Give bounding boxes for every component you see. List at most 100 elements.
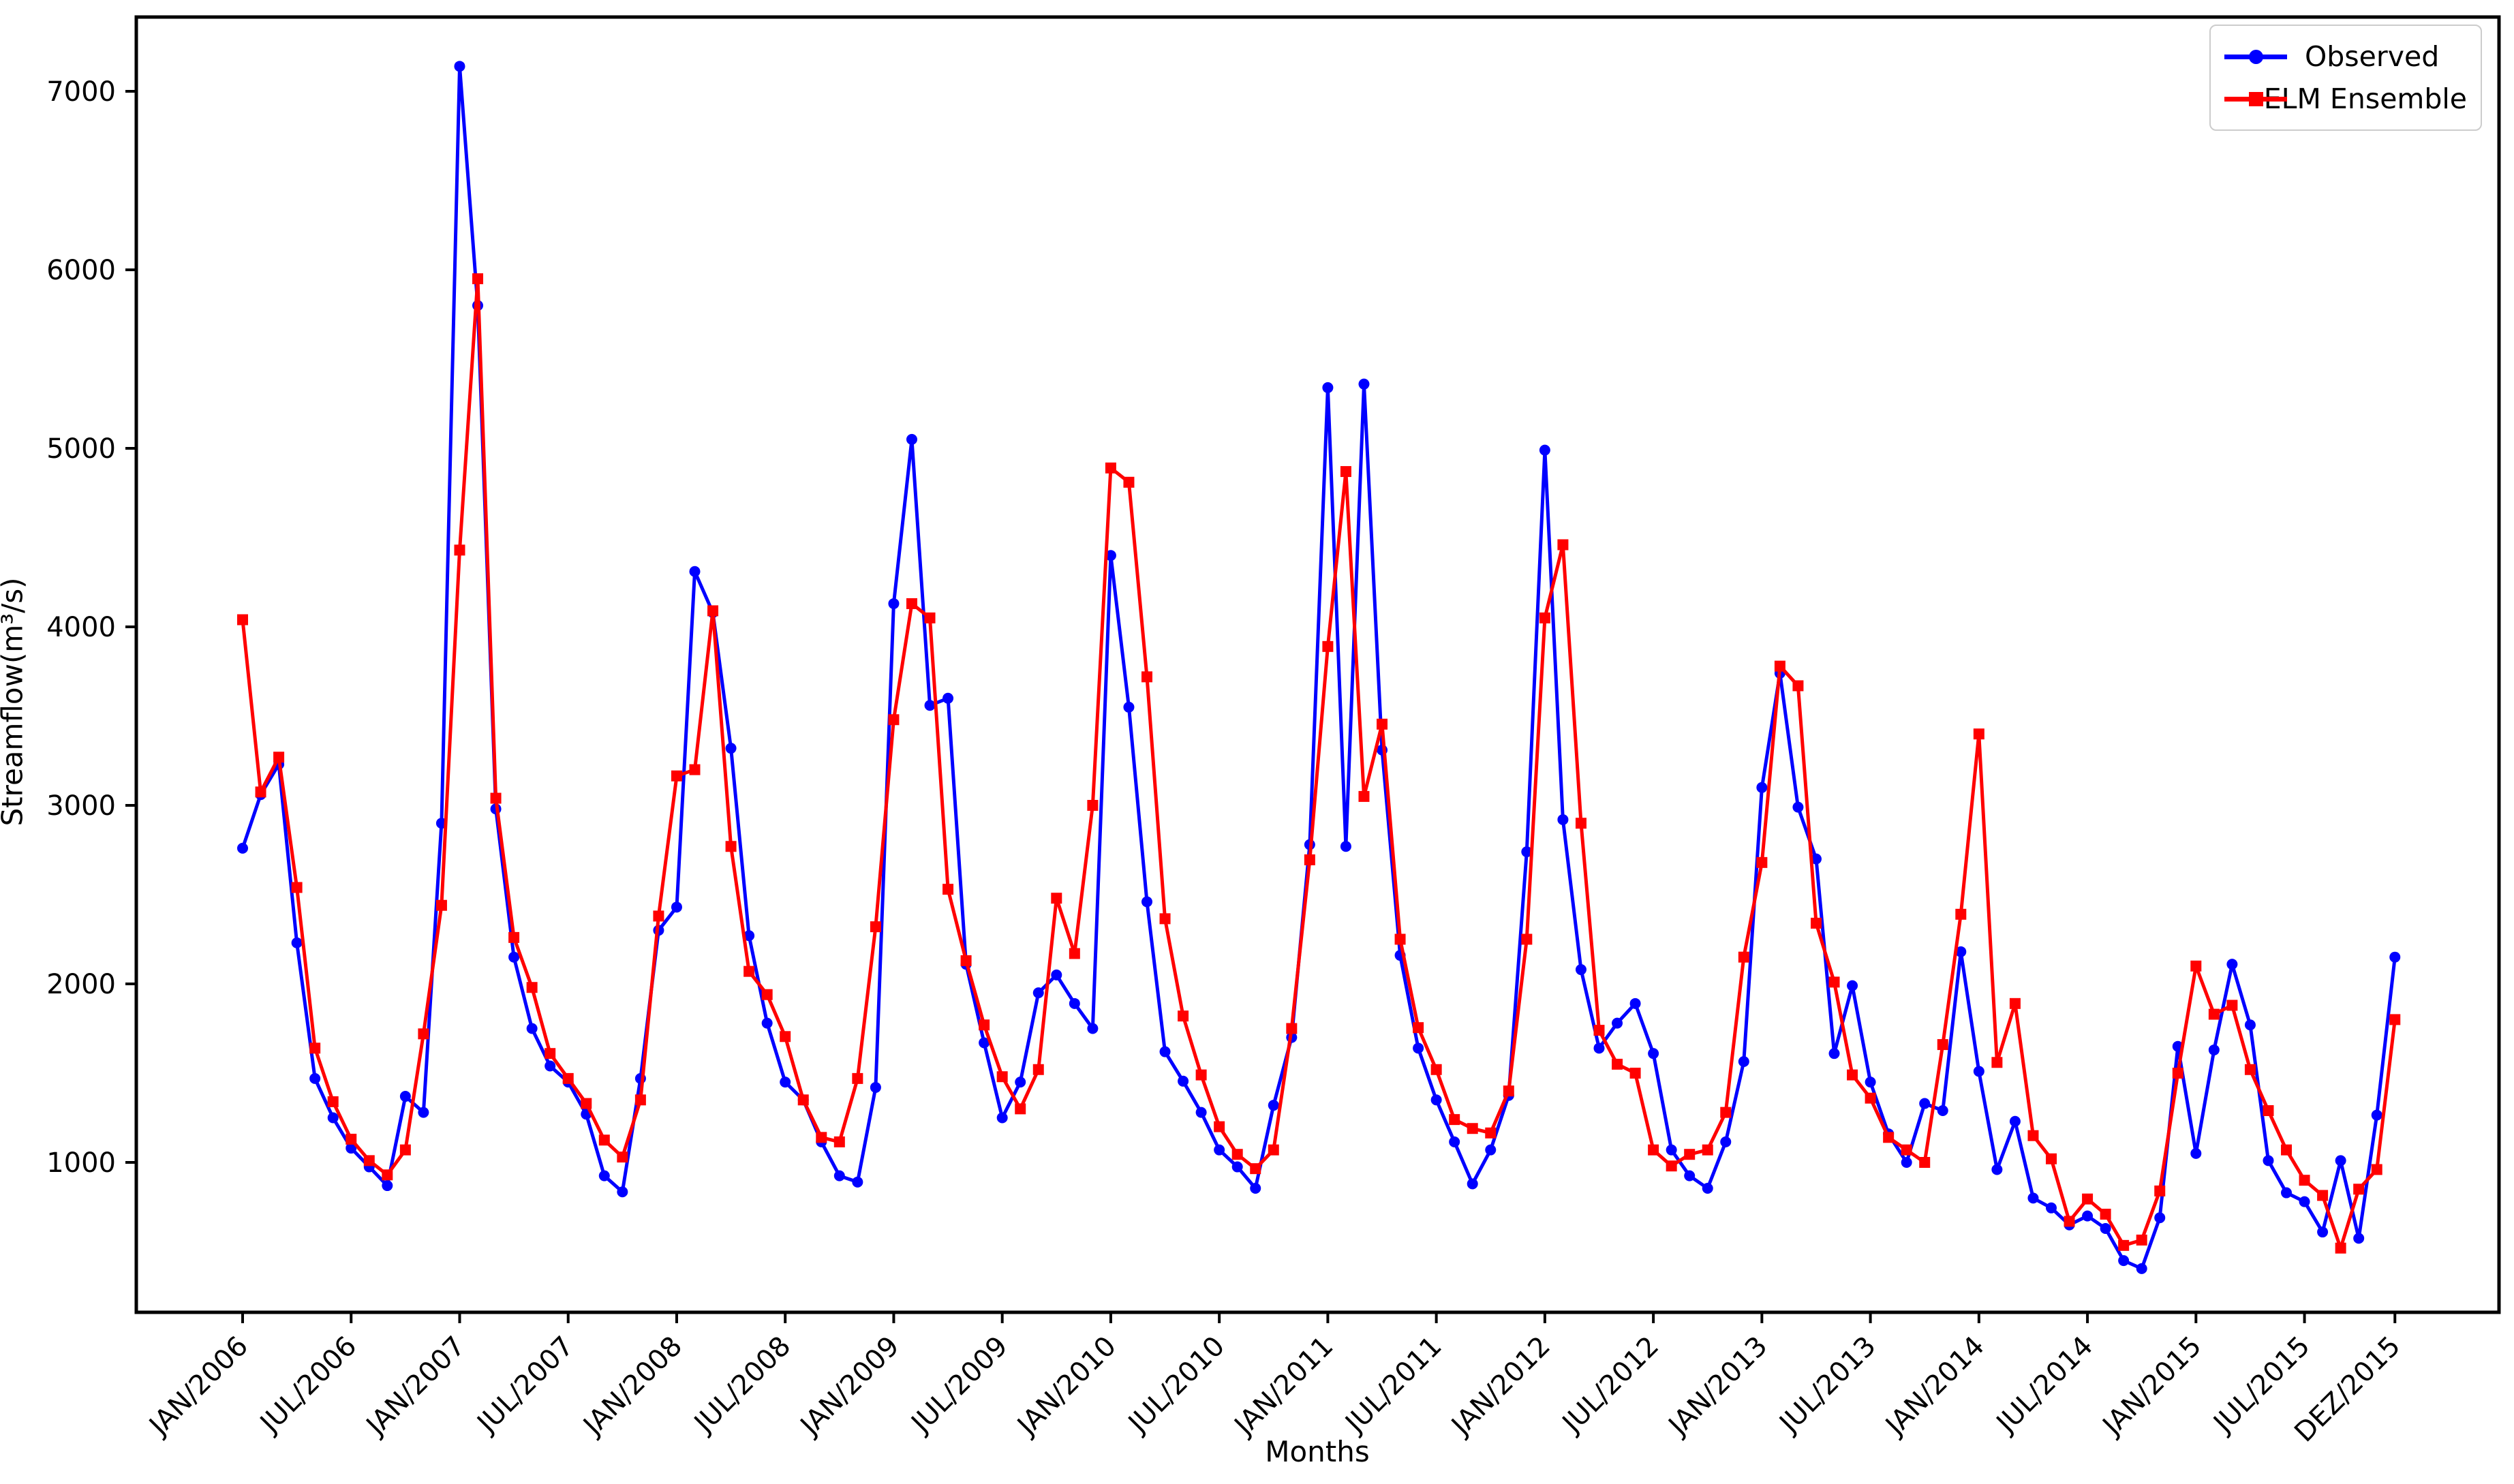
data-point-square — [273, 752, 285, 763]
data-point-square — [1268, 1144, 1279, 1156]
data-point-circle — [545, 1060, 556, 1072]
data-point-circle — [2353, 1233, 2365, 1244]
data-point-circle — [1322, 382, 1334, 393]
data-point-square — [598, 1134, 610, 1146]
data-point-circle — [1629, 998, 1641, 1009]
data-point-square — [1575, 818, 1586, 829]
x-tick-label: JAN/2015 — [2096, 1331, 2208, 1443]
data-point-square — [816, 1132, 827, 1143]
data-point-circle — [346, 1143, 357, 1154]
y-tick-label: 7000 — [46, 76, 116, 108]
data-point-circle — [598, 1170, 610, 1181]
data-point-circle — [1865, 1077, 1876, 1088]
data-point-square — [2389, 1014, 2401, 1025]
data-point-square — [1612, 1058, 1623, 1070]
data-point-circle — [2100, 1222, 2111, 1234]
data-point-square — [472, 273, 484, 285]
data-point-circle — [1231, 1161, 1243, 1173]
data-point-square — [852, 1072, 863, 1084]
data-point-circle — [1720, 1136, 1732, 1147]
data-point-square — [1593, 1025, 1605, 1036]
data-point-square — [1087, 800, 1099, 811]
data-point-circle — [1413, 1042, 1424, 1054]
legend-label-elm-ensemble: ELM Ensemble — [2263, 82, 2467, 115]
data-point-square — [1756, 856, 1768, 868]
plot-frame — [134, 15, 2501, 1314]
data-point-square — [1937, 1039, 1948, 1051]
data-point-square — [1105, 462, 1116, 474]
y-tick-label: 2000 — [46, 969, 116, 1000]
data-point-square — [906, 598, 917, 609]
data-point-square — [1702, 1144, 1713, 1156]
data-point-square — [1828, 976, 1840, 988]
data-point-circle — [761, 1017, 773, 1029]
data-point-circle — [2317, 1226, 2329, 1238]
data-point-square — [327, 1096, 339, 1107]
data-point-circle — [924, 700, 936, 711]
data-point-circle — [291, 937, 303, 948]
data-point-square — [2009, 998, 2021, 1009]
y-tick-label: 5000 — [46, 433, 116, 465]
data-point-square — [634, 1094, 646, 1106]
data-point-circle — [906, 433, 917, 445]
data-point-square — [2136, 1234, 2147, 1246]
data-point-square — [2371, 1164, 2382, 1175]
data-point-circle — [1521, 846, 1533, 858]
data-point-circle — [237, 842, 248, 854]
data-point-circle — [1648, 1048, 1659, 1060]
y-axis-title: Streamflow(m³/s) — [0, 577, 29, 826]
x-tick-label: JUL/2008 — [687, 1331, 797, 1440]
data-point-square — [1051, 893, 1062, 904]
data-point-square — [309, 1042, 321, 1054]
data-point-circle — [617, 1186, 628, 1198]
x-tick-label: JUL/2010 — [1121, 1331, 1231, 1440]
data-point-square — [435, 899, 447, 911]
y-tick-label: 6000 — [46, 255, 116, 286]
data-point-circle — [309, 1072, 321, 1084]
data-point-square — [1774, 660, 1785, 672]
data-point-circle — [1810, 853, 1822, 865]
x-tick-label: JUL/2013 — [1773, 1331, 1882, 1440]
data-point-circle — [1051, 969, 1062, 980]
data-point-square — [1648, 1144, 1659, 1156]
data-point-circle — [1901, 1157, 1912, 1168]
data-point-square — [1467, 1123, 1478, 1134]
x-tick-label: JUL/2014 — [1989, 1331, 2099, 1440]
data-point-square — [2244, 1064, 2256, 1075]
data-point-circle — [2244, 1019, 2256, 1031]
data-point-square — [617, 1151, 628, 1163]
data-point-square — [2082, 1193, 2094, 1205]
data-point-square — [1214, 1121, 1225, 1132]
data-point-circle — [996, 1112, 1008, 1124]
x-axis-title: Months — [1265, 1435, 1370, 1468]
data-point-square — [2046, 1153, 2057, 1164]
data-point-circle — [399, 1091, 411, 1102]
data-point-circle — [1738, 1055, 1749, 1067]
data-point-circle — [979, 1037, 990, 1049]
data-point-square — [1503, 1085, 1514, 1097]
data-point-square — [870, 921, 881, 933]
data-point-circle — [1847, 980, 1858, 991]
data-point-circle — [1141, 896, 1152, 908]
data-point-square — [418, 1028, 429, 1040]
data-point-circle — [1105, 550, 1116, 561]
data-point-square — [1883, 1132, 1895, 1143]
data-point-square — [237, 614, 248, 625]
x-tick-label: JAN/2012 — [1444, 1331, 1557, 1443]
data-point-square — [1413, 1022, 1424, 1034]
x-tick-label: JAN/2013 — [1661, 1331, 1774, 1443]
y-tick-label: 1000 — [46, 1147, 116, 1179]
data-point-circle — [2371, 1109, 2382, 1121]
y-tick-label: 4000 — [46, 612, 116, 643]
legend: Observed ELM Ensemble — [2209, 25, 2482, 131]
data-point-circle — [1467, 1178, 1478, 1190]
data-point-square — [1015, 1103, 1026, 1115]
data-point-square — [1557, 539, 1569, 551]
data-point-circle — [744, 930, 755, 942]
data-point-square — [1430, 1064, 1442, 1075]
data-point-square — [1141, 671, 1152, 683]
data-point-circle — [1195, 1107, 1207, 1118]
data-point-circle — [2335, 1155, 2346, 1166]
data-point-circle — [2389, 951, 2401, 963]
